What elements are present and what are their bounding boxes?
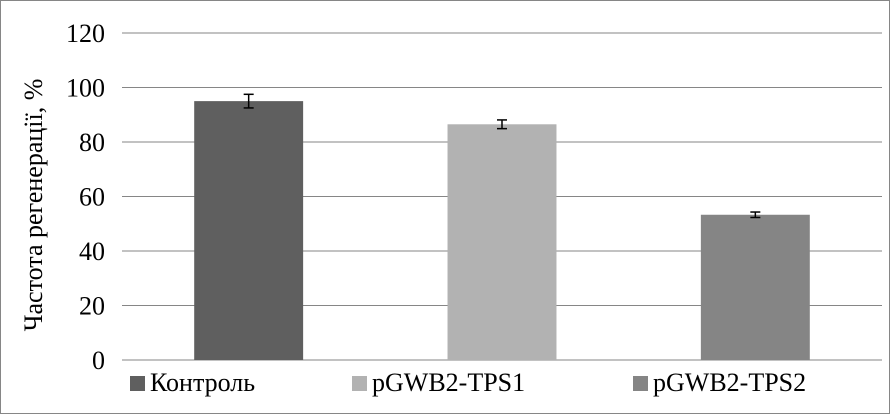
legend-label: Контроль: [150, 368, 255, 397]
bar: [700, 214, 810, 360]
y-tick-labels: 0 20 40 60 80 100 120: [66, 19, 105, 375]
legend-swatch: [633, 376, 648, 391]
legend-label: pGWB2-TPS1: [372, 368, 525, 397]
bars: [194, 101, 810, 360]
legend-swatch: [352, 376, 367, 391]
bar: [447, 124, 557, 360]
y-tick-label: 20: [79, 292, 105, 321]
legend-swatch: [130, 376, 145, 391]
y-tick-label: 0: [92, 346, 105, 375]
legend-label: pGWB2-TPS2: [653, 368, 806, 397]
y-tick-label: 40: [79, 237, 105, 266]
y-tick-label: 100: [66, 74, 105, 103]
bar: [194, 101, 304, 360]
y-tick-label: 60: [79, 183, 105, 212]
y-axis-label: Частота регенерації, %: [19, 79, 48, 332]
y-tick-label: 120: [66, 19, 105, 48]
y-tick-label: 80: [79, 128, 105, 157]
legend: Контроль pGWB2-TPS1 pGWB2-TPS2: [130, 368, 806, 397]
error-bars: [243, 93, 761, 219]
